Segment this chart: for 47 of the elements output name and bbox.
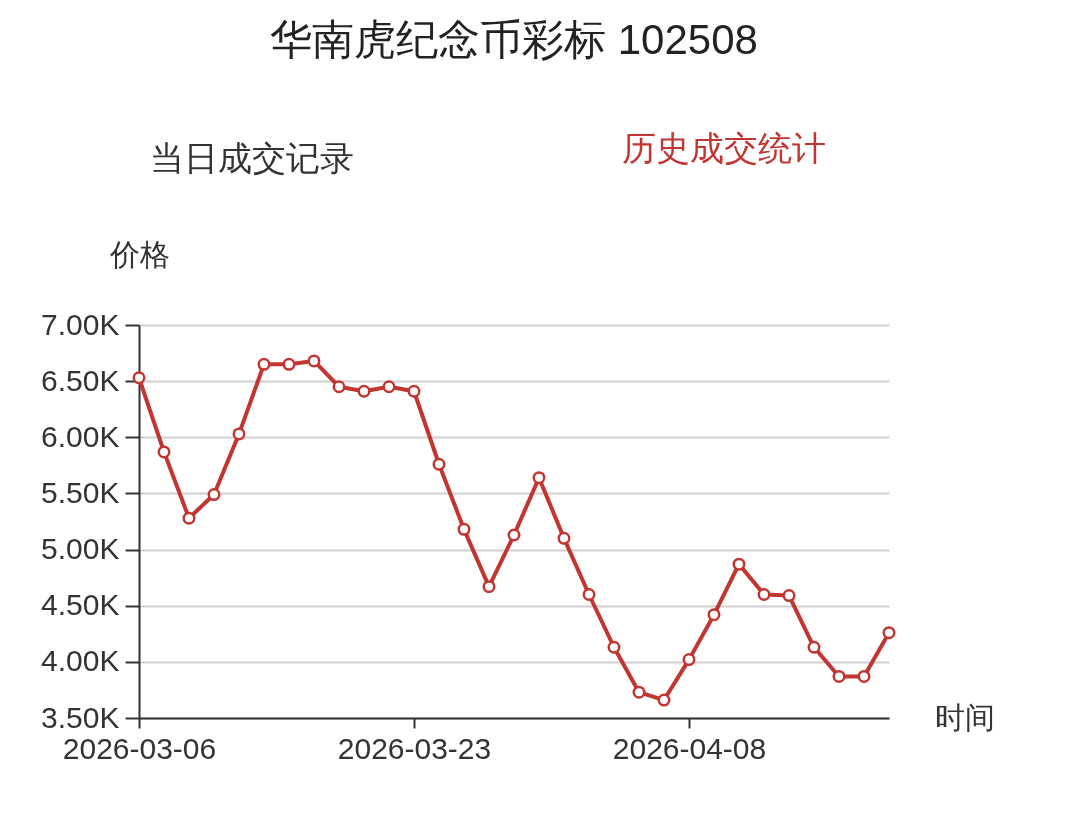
y-tick-label: 5.00K [41,532,120,566]
y-tick-label: 3.50K [41,700,120,734]
y-tick-label: 7.00K [41,307,120,341]
point [757,588,771,601]
point [782,589,796,603]
y-tick-label: 6.50K [41,363,120,397]
point [882,626,896,640]
point [732,557,746,571]
chart-title: 华南虎纪念币彩标 102508 [270,16,758,63]
point [207,488,221,502]
point [157,445,171,459]
point [182,511,196,525]
point [407,384,421,398]
x-tick-label: 2026-03-23 [337,731,492,765]
point [707,608,721,622]
point [307,354,321,368]
y-tick-label: 6.00K [41,419,120,453]
point [557,531,571,545]
point [482,580,496,594]
point [132,371,146,385]
point [607,640,621,654]
point [632,685,646,699]
point [657,693,671,707]
point [282,357,296,371]
point [332,380,346,394]
point [357,384,371,398]
x-tick-label: 2026-03-06 [62,731,217,765]
point [507,528,521,542]
text: 当日成交记录 [149,139,354,177]
text: 历史成交统计 [622,129,826,167]
point [432,457,446,471]
point [257,357,271,371]
point [582,588,596,601]
y-axis-title: 价格 [108,237,170,271]
y-tick-label: 5.50K [41,475,120,509]
y-tick-label: 4.50K [41,588,120,622]
point [807,640,821,654]
point [382,380,396,394]
point [457,522,471,536]
point [857,669,871,683]
point [682,653,696,667]
y-tick-label: 4.00K [41,644,120,678]
point [532,471,546,485]
point [832,669,846,683]
point [232,427,246,441]
x-tick-label: 2026-04-08 [612,731,767,765]
x-axis-title: 时间 [934,700,995,734]
